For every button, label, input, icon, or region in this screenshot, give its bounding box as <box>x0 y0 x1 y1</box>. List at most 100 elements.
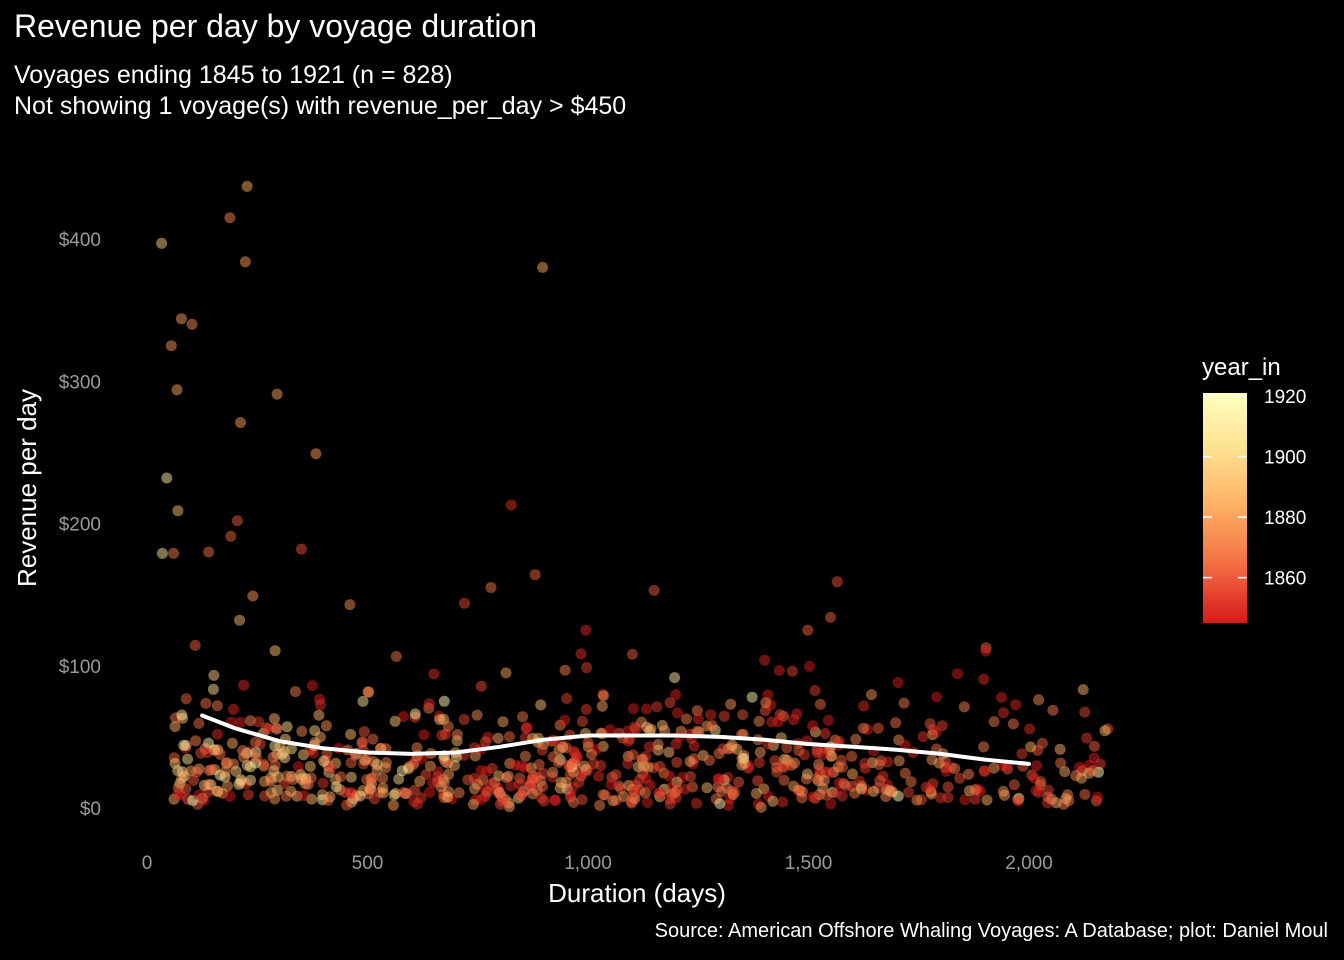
data-point <box>802 624 814 636</box>
data-point <box>224 212 236 224</box>
data-point <box>281 770 293 782</box>
data-point <box>736 759 748 771</box>
data-point <box>251 752 262 764</box>
data-point <box>359 754 371 766</box>
data-point <box>356 737 368 749</box>
data-point <box>242 789 254 801</box>
data-point <box>598 690 609 702</box>
data-point <box>622 758 634 770</box>
data-point <box>846 768 858 780</box>
data-point <box>651 701 663 713</box>
data-point <box>492 732 504 744</box>
data-point <box>1079 789 1091 800</box>
data-point <box>225 530 237 542</box>
data-point <box>369 793 381 805</box>
data-point <box>1088 740 1100 752</box>
y-tick-label: $400 <box>59 230 101 251</box>
data-point <box>618 791 629 802</box>
data-point <box>818 775 830 787</box>
data-point <box>718 710 730 722</box>
data-point <box>281 721 293 733</box>
data-point <box>339 787 351 798</box>
data-point <box>882 756 894 768</box>
data-point <box>753 715 765 727</box>
data-point <box>807 791 819 803</box>
data-point <box>801 768 813 780</box>
data-point <box>924 718 936 730</box>
smooth-trend-line <box>200 713 1031 766</box>
data-point <box>978 765 990 777</box>
data-point <box>1058 798 1070 810</box>
data-point <box>641 703 653 715</box>
data-point <box>825 611 836 623</box>
data-point <box>814 698 826 710</box>
data-point <box>684 756 696 767</box>
data-point <box>380 762 392 774</box>
y-axis-ticks: $0 $100 $200 $300 $400 <box>59 230 101 820</box>
data-point <box>1055 757 1067 769</box>
data-point <box>713 748 725 760</box>
data-point <box>669 672 681 684</box>
data-point <box>191 766 203 778</box>
data-point <box>200 697 212 709</box>
data-point <box>1092 791 1103 803</box>
data-point <box>680 713 692 725</box>
data-point <box>559 714 571 726</box>
data-point <box>459 597 470 609</box>
data-point <box>267 751 279 763</box>
data-point <box>180 783 192 795</box>
points-layer <box>156 180 1114 813</box>
data-point <box>772 716 784 728</box>
data-point <box>310 448 322 460</box>
data-point <box>1081 732 1093 744</box>
data-point <box>407 759 419 770</box>
data-point <box>691 797 702 809</box>
data-point <box>393 773 405 785</box>
data-point <box>172 788 184 800</box>
data-point <box>453 787 465 799</box>
data-point <box>857 722 869 734</box>
data-point <box>892 790 904 802</box>
data-point <box>354 790 366 802</box>
data-point <box>549 794 561 806</box>
subtitle-line-2: Not showing 1 voyage(s) with revenue_per… <box>14 92 627 120</box>
data-point <box>224 790 236 802</box>
x-tick-label: 2,000 <box>1005 853 1053 874</box>
data-point <box>458 714 470 725</box>
data-point <box>628 785 640 797</box>
data-point <box>685 771 696 782</box>
data-point <box>208 669 220 681</box>
data-point <box>942 781 954 793</box>
data-point <box>954 772 966 784</box>
data-point <box>794 784 805 796</box>
data-point <box>1033 694 1045 706</box>
legend-ticks: 1860 1880 1900 1920 <box>1203 387 1306 590</box>
data-point <box>238 679 250 691</box>
data-point <box>513 778 525 790</box>
data-point <box>172 505 184 517</box>
data-point <box>442 720 454 732</box>
data-point <box>469 783 480 795</box>
data-point <box>362 686 374 698</box>
data-point <box>826 750 837 762</box>
data-point <box>412 798 423 810</box>
legend-title: year_in <box>1202 354 1281 381</box>
data-point <box>1024 723 1036 735</box>
data-point <box>793 745 805 757</box>
legend-color-bar <box>1203 393 1247 623</box>
data-point <box>519 750 531 762</box>
data-point <box>656 719 668 731</box>
data-point <box>497 716 509 728</box>
data-point <box>759 654 771 666</box>
data-point <box>462 774 474 786</box>
data-point <box>701 782 713 794</box>
data-point <box>576 715 588 727</box>
data-point <box>837 761 848 773</box>
data-point <box>424 760 436 772</box>
data-point <box>825 798 837 810</box>
data-point <box>669 787 681 799</box>
data-point <box>451 729 463 740</box>
data-point <box>880 791 892 803</box>
data-point <box>644 779 656 791</box>
data-point <box>997 707 1009 719</box>
